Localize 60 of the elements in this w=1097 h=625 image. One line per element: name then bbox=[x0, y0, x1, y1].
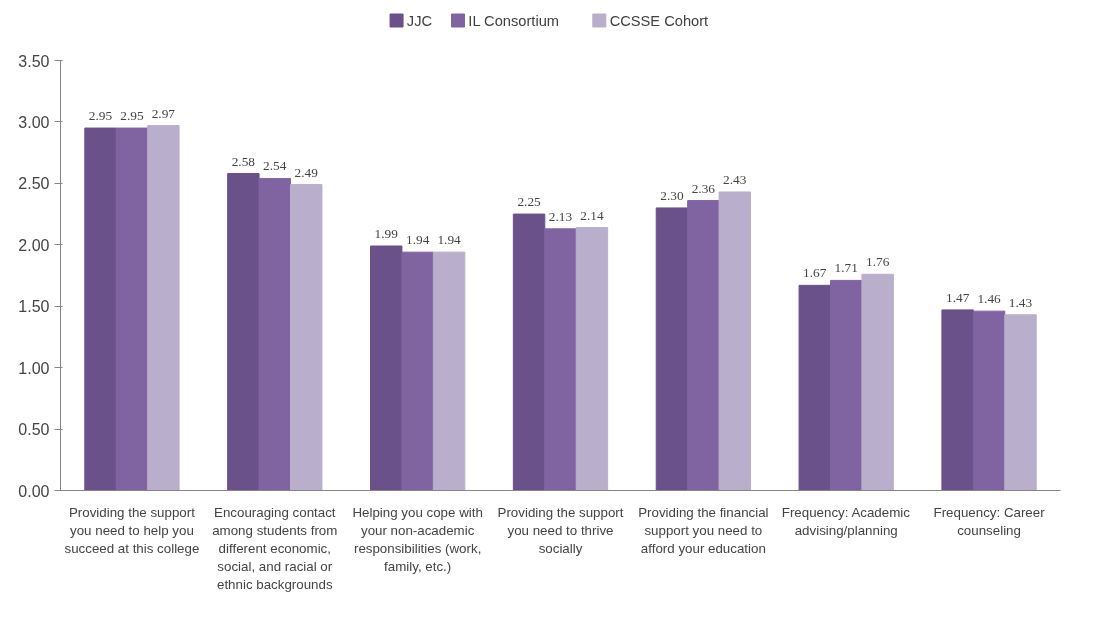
bar bbox=[830, 279, 863, 491]
y-tick-label: 0.50 bbox=[18, 421, 50, 439]
x-tick-label: Encouraging contact among students from different economic, social, and racial or ethnic backgrounds bbox=[212, 504, 338, 592]
y-tick-label: 1.50 bbox=[18, 298, 50, 316]
bar bbox=[512, 213, 546, 491]
bar bbox=[432, 251, 466, 491]
text: 1.99 bbox=[374, 226, 398, 242]
bar bbox=[115, 127, 149, 491]
text: 2.43 bbox=[723, 171, 747, 187]
legend-label: IL Consortium bbox=[468, 12, 560, 29]
text: 2.54 bbox=[263, 158, 287, 174]
bar bbox=[575, 227, 609, 491]
y-tick-label: 0.00 bbox=[18, 482, 50, 500]
x-tick-label: Providing the financial support you need to afford your education bbox=[638, 504, 769, 556]
bar bbox=[401, 251, 434, 491]
bar bbox=[258, 177, 291, 491]
text: 2.30 bbox=[660, 187, 684, 203]
x-tick-label: Frequency: Career counseling bbox=[933, 504, 1046, 538]
x-tick-label: Frequency: Academic advising/planning bbox=[781, 504, 911, 538]
bar bbox=[84, 127, 117, 491]
text: 2.95 bbox=[120, 108, 144, 124]
bar bbox=[544, 228, 577, 491]
text: 2.14 bbox=[580, 207, 604, 223]
text: 2.13 bbox=[548, 208, 573, 224]
x-tick-label: Providing the support you need to help you succeed at this college bbox=[64, 504, 200, 556]
y-tick-label: 3.00 bbox=[18, 113, 50, 131]
x-tick-label: Helping you cope with your non-academic responsibilities (work, family, etc.) bbox=[352, 504, 483, 574]
text: 1.47 bbox=[945, 289, 970, 305]
bar bbox=[147, 125, 180, 491]
text: 1.94 bbox=[405, 232, 430, 248]
text: 1.76 bbox=[865, 254, 890, 270]
text: 2.97 bbox=[151, 105, 176, 121]
y-tick-label: 1.00 bbox=[18, 359, 50, 377]
legend-label: JJC bbox=[406, 12, 433, 29]
bar bbox=[290, 184, 323, 491]
y-tick-label: 3.50 bbox=[18, 52, 50, 70]
legend-label: CCSSE Cohort bbox=[609, 12, 709, 29]
bar bbox=[655, 207, 689, 491]
text: 2.95 bbox=[88, 108, 113, 124]
bar bbox=[861, 273, 894, 491]
bar bbox=[798, 284, 831, 491]
text: 2.58 bbox=[231, 153, 256, 169]
y-tick-label: 2.50 bbox=[18, 175, 50, 193]
text: 1.94 bbox=[437, 232, 461, 248]
bar bbox=[687, 200, 720, 491]
text: 2.36 bbox=[691, 180, 716, 196]
bar bbox=[227, 173, 260, 491]
text: 1.67 bbox=[803, 265, 827, 281]
text: 2.49 bbox=[294, 164, 318, 180]
bar bbox=[370, 245, 403, 491]
bar bbox=[941, 309, 974, 491]
text: 2.25 bbox=[517, 194, 541, 210]
text: 1.71 bbox=[834, 260, 858, 276]
bar bbox=[972, 310, 1006, 491]
x-tick-label: Providing the support you need to thrive socially bbox=[497, 504, 624, 556]
text: 1.43 bbox=[1008, 294, 1033, 310]
bar bbox=[718, 191, 751, 491]
text: 1.46 bbox=[977, 291, 1001, 307]
y-tick-label: 2.00 bbox=[18, 236, 50, 254]
bar bbox=[1004, 314, 1037, 491]
